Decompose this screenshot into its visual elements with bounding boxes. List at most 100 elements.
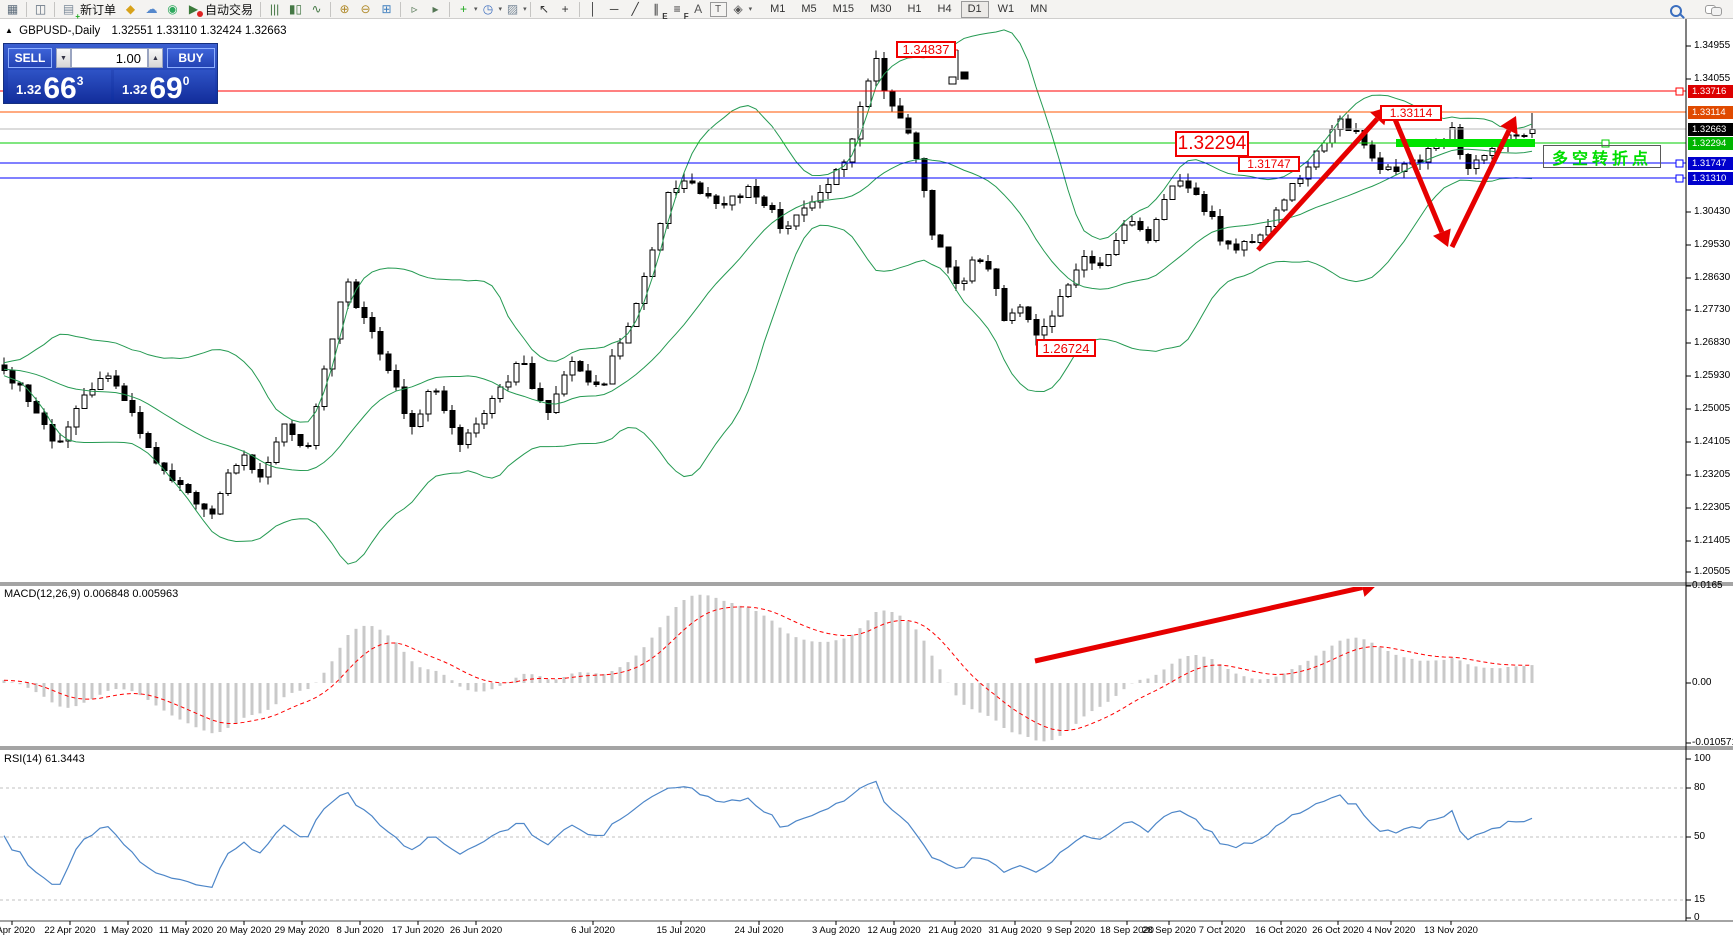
timeframe-strip: M1 M5 M15 M30 H1 H4 D1 W1 MN (762, 0, 1055, 18)
periods-icon-dropdown[interactable]: ▾ (498, 6, 503, 13)
indicators-icon[interactable]: + (460, 2, 468, 16)
date-label: 15 Jul 2020 (656, 925, 706, 936)
volume-increase-button[interactable]: ▲ (148, 48, 163, 68)
timeframe-button-H4[interactable]: H4 (937, 2, 952, 15)
line-chart-icon[interactable]: ∿ (311, 2, 322, 16)
candles-layer (1, 50, 1536, 520)
date-label: 17 Jun 2020 (391, 925, 445, 936)
date-label: 26 Oct 2020 (1312, 925, 1364, 936)
price-tick-label: 1.23205 (1694, 469, 1731, 480)
toolbar-separator (26, 1, 27, 17)
annotation-cn-note[interactable]: 多空转折点 (1543, 145, 1661, 168)
macd-layer (2, 594, 1534, 742)
vline-icon[interactable]: │ (589, 2, 597, 16)
autotrading-label[interactable]: 自动交易 (205, 2, 254, 17)
auto-scroll-icon[interactable]: ▹ (411, 2, 418, 16)
toolbar-separator (578, 1, 580, 17)
buy-price-tile[interactable]: 1.32 69 0 (114, 70, 215, 105)
candlestick-icon[interactable]: ▮▯ (288, 2, 303, 16)
date-label: 8 Jun 2020 (336, 925, 384, 936)
timeframe-button-H1[interactable]: H1 (907, 2, 922, 15)
timeframe-button-M1[interactable]: M1 (770, 2, 786, 15)
sell-button[interactable]: SELL (8, 48, 52, 68)
arrows-shapes-icon[interactable]: ◈ (733, 2, 743, 16)
green-highlight-band[interactable] (1396, 139, 1535, 147)
fibonacci-icon[interactable]: ≡ F (673, 2, 689, 21)
macd-indicator-label: MACD(12,26,9) 0.006848 0.005963 (4, 588, 179, 600)
toolbar-separator (54, 1, 55, 17)
axis-ticks (11, 45, 1691, 925)
zoom-out-icon[interactable]: ⊖ (360, 2, 371, 16)
bollinger-bands (3, 29, 1533, 565)
indicators-icon-dropdown[interactable]: ▾ (474, 6, 478, 13)
profiles-icon[interactable]: ◫ (34, 2, 47, 16)
volume-decrease-button[interactable]: ▼ (56, 48, 71, 68)
sell-price-tile[interactable]: 1.32 66 3 (8, 70, 111, 104)
zoom-in-icon[interactable]: ⊕ (339, 2, 350, 16)
annotation-price-box[interactable]: 1.33114 (1380, 105, 1442, 121)
new-chart-icon[interactable]: ▦ (6, 2, 19, 16)
tile-windows-icon[interactable]: ⊞ (381, 2, 392, 16)
signals-icon[interactable]: ◉ (167, 2, 178, 16)
buy-button[interactable]: BUY (167, 48, 215, 68)
mql5-community-icon[interactable]: ☁ (145, 2, 158, 16)
bar-chart-icon[interactable]: ||| (269, 2, 280, 16)
chat-icon[interactable] (1703, 2, 1722, 19)
timeframe-button-D1[interactable]: D1 (960, 0, 989, 18)
templates-icon[interactable]: ▨ (506, 2, 519, 16)
text-label-icon[interactable]: T (709, 1, 727, 17)
timeframe-button-M15[interactable]: M15 (832, 2, 855, 15)
price-badge: 1.32294 (1688, 136, 1733, 150)
collapse-panel-icon[interactable]: ▲ (5, 26, 13, 35)
timeframe-button-M5[interactable]: M5 (801, 2, 817, 15)
buy-price-big: 69 (149, 72, 183, 105)
annotation-price-box[interactable]: 1.26724 (1036, 339, 1096, 357)
rsi-tick-label: 50 (1694, 831, 1706, 842)
cursor-icon[interactable]: ↖ (539, 2, 550, 16)
date-label: 20 May 2020 (216, 925, 272, 936)
panel-separators[interactable] (0, 19, 1733, 922)
trade-controls-row: SELL ▼ 1.00 ▲ BUY (8, 48, 215, 68)
object-handles (948, 49, 1684, 183)
volume-input[interactable]: 1.00 (71, 48, 148, 68)
chart-title: ▲ GBPUSD-,Daily 1.32551 1.33110 1.32424 … (5, 25, 287, 37)
metaeditor-icon[interactable]: ◆ (125, 2, 136, 16)
annotation-price-box[interactable]: 1.32294 (1175, 131, 1249, 157)
text-icon[interactable]: A (694, 2, 703, 16)
equidistant-channel-icon[interactable]: ∥ E (653, 2, 668, 21)
date-label: 28 Sep 2020 (1142, 925, 1196, 936)
autotrading-icon[interactable]: ▶ (184, 1, 204, 18)
timeframe-button-M30[interactable]: M30 (870, 2, 892, 15)
annotation-price-box[interactable]: 1.34837 (896, 41, 956, 58)
trendline-icon[interactable]: ╱ (631, 2, 639, 16)
toolbar-separator (260, 1, 262, 17)
date-label: 3 Apr 2020 (0, 925, 35, 936)
toolbar-right (1665, 2, 1723, 19)
date-label: 11 May 2020 (158, 925, 214, 936)
toolbar: ▦ ◫ ▤ + 新订单 ◆ ☁ ◉ ▶ 自动交易 ||| ▮▯ ∿ ⊕ ⊖ ⊞ ▹ ▸ + ▾ ◷ ▾ ▨ ▾ ↖ + │ ─ ╱ ∥ E ≡… (0, 0, 1733, 21)
price-tick-label: 1.27730 (1694, 304, 1731, 315)
one-click-trade-panel: SELL ▼ 1.00 ▲ BUY 1.32 66 3 1.32 69 0 (3, 43, 218, 104)
buy-price-prefix: 1.32 (122, 82, 148, 97)
date-label: 24 Jul 2020 (734, 925, 784, 936)
crosshair-icon[interactable]: + (561, 2, 569, 16)
new-order-label[interactable]: 新订单 (80, 2, 117, 17)
price-tick-label: 1.22305 (1694, 502, 1731, 513)
price-tick-label: 1.34955 (1694, 40, 1731, 51)
templates-icon-dropdown[interactable]: ▾ (523, 6, 527, 13)
periods-icon[interactable]: ◷ (482, 2, 494, 16)
timeframe-button-MN[interactable]: MN (1030, 2, 1048, 15)
timeframe-button-W1[interactable]: W1 (997, 2, 1015, 15)
new-order-icon[interactable]: ▤ + (62, 2, 80, 21)
date-label: 31 Aug 2020 (988, 925, 1042, 936)
arrows-shapes-icon-dropdown[interactable]: ▾ (748, 6, 753, 13)
search-icon[interactable] (1666, 2, 1685, 19)
date-label: 26 Jun 2020 (449, 925, 503, 936)
chart-shift-icon[interactable]: ▸ (432, 2, 439, 16)
annotation-price-box[interactable]: 1.31747 (1238, 156, 1300, 172)
hline-icon[interactable]: ─ (609, 2, 619, 16)
price-badge: 1.31310 (1688, 171, 1733, 185)
macd-trend-arrow[interactable] (1034, 578, 1378, 664)
price-badge: 1.32663 (1688, 122, 1733, 136)
